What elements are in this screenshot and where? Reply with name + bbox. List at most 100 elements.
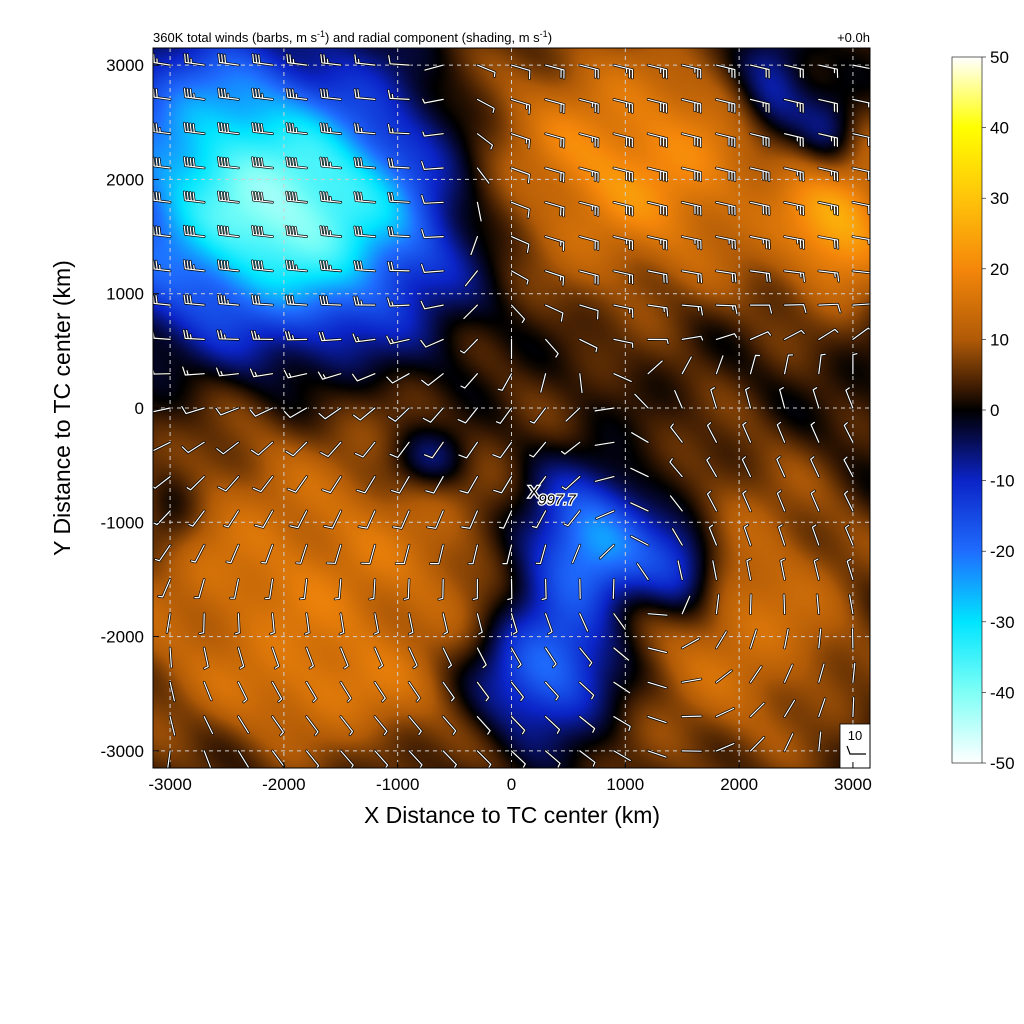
wind-barb [784,664,793,683]
wind-barb [715,304,738,315]
wind-barb [510,647,522,668]
wind-barb [715,670,732,683]
wind-barb [647,98,668,113]
wind-barb [681,167,702,182]
wind-barb [320,191,342,203]
wind-barb [784,236,805,249]
x-axis-label: X Distance to TC center (km) [364,802,660,828]
wind-barb [812,387,820,409]
wind-barb [169,647,172,668]
wind-barb [745,387,752,409]
wind-barb [784,64,804,79]
wind-barb [647,613,668,616]
wind-barb [846,558,854,580]
wind-barb [387,89,410,100]
wind-barb [251,157,274,169]
wind-barb [299,578,308,600]
wind-barb [818,167,839,182]
wind-barb [354,54,376,66]
wind-barb [749,64,770,79]
wind-barb [203,647,209,669]
wind-barb [408,647,418,669]
wind-barb [318,331,342,342]
wind-barb [166,613,171,634]
wind-barb [354,441,376,458]
wind-barb [320,123,342,135]
wind-barb [613,647,630,661]
wind-barb [374,681,386,702]
x-axis: -3000 -2000 -1000 0 1000 2000 3000 [148,762,872,794]
wind-barb [476,750,492,768]
wind-barb [403,578,410,600]
wind-barb [852,353,858,375]
wind-barb [706,490,717,512]
wind-barb [715,236,736,250]
wind-barb [476,201,482,222]
wind-barb [463,304,478,320]
wind-barb [579,236,599,251]
wind-barb [458,441,478,459]
wind-barb [251,330,274,340]
wind-barb [387,407,410,422]
wind-barb [647,360,663,375]
wind-barb [784,167,804,182]
wind-barb [194,578,205,599]
wind-barb [271,647,280,669]
y-tick-label: 3000 [106,56,144,75]
wind-barb [784,329,805,340]
wind-barb [457,407,478,424]
wind-barb [153,294,171,306]
wind-barb [269,613,275,635]
wind-barb [579,681,595,700]
wind-barb [153,441,171,452]
wind-barb [778,524,786,546]
wind-barb [476,167,490,184]
wind-barb [849,594,854,615]
wind-barb [283,407,308,419]
colorbar-tick-label: 20 [990,260,1009,279]
wind-barb [816,594,820,615]
wind-barb [510,681,524,701]
wind-barb [749,304,773,314]
wind-barb [681,270,703,283]
wind-barb [183,122,205,135]
wind-barb [387,226,410,238]
wind-barb [226,544,239,564]
wind-barb [579,716,596,733]
wind-barb [326,544,342,564]
wind-barb [813,558,820,580]
wind-barb [216,441,239,455]
wind-barb [422,407,444,423]
wind-barb [681,715,702,718]
wind-barb [391,476,410,494]
wind-barb [647,304,669,317]
wind-barb [507,578,513,601]
wind-barb [442,716,457,735]
wind-barb [472,578,478,600]
wind-barb [749,702,765,718]
x-tick-label: 2000 [720,775,758,794]
wind-barb [712,560,717,580]
wind-barb [320,157,342,169]
wind-barb [183,191,205,203]
colorbar-ticks: 50 40 30 20 10 0 -10 -20 -30 -40 -50 [982,48,1015,773]
x-tick-label: -3000 [148,775,191,794]
wind-barb [852,98,870,108]
wind-barb [353,407,376,421]
colorbar-tick-label: 10 [990,330,1009,349]
wind-barb [285,260,308,272]
wind-barb [265,578,274,600]
wind-barb [374,716,388,736]
wind-barb [715,355,724,375]
wind-barb [237,681,248,703]
wind-barb [387,158,410,169]
wind-barb [545,338,559,358]
wind-barb [810,490,820,512]
wind-barb [153,122,171,135]
wind-barb [743,524,752,546]
wind-barb [647,338,669,345]
wind-barb [296,544,308,564]
wind-barb [579,270,599,285]
wind-barb [532,510,547,529]
wind-barb [852,167,870,181]
